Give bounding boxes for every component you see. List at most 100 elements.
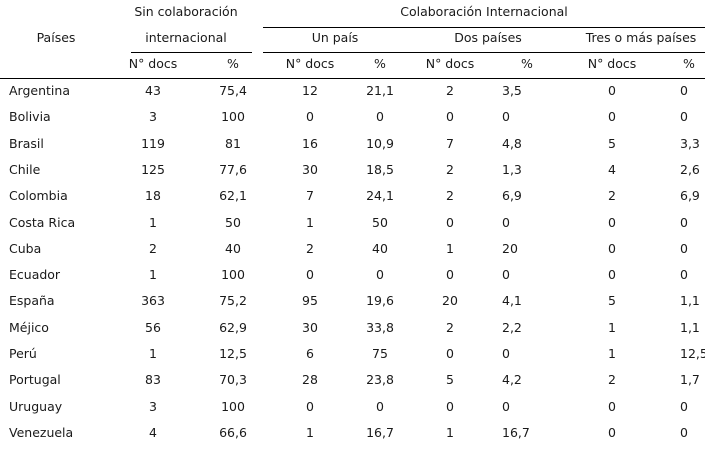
cell-value: 5 <box>446 372 454 388</box>
cell-country: Portugal <box>9 372 61 388</box>
cell-value: 3,5 <box>502 83 522 98</box>
cell-value: 1,1 <box>680 293 700 309</box>
cell-value: 2 <box>446 83 454 98</box>
cell-value: 12,5 <box>219 346 247 361</box>
cell-value: 75 <box>372 346 388 361</box>
cell-value: 10,9 <box>366 135 394 151</box>
cell-value: 0 <box>502 398 510 414</box>
cell-value: 0 <box>608 267 616 283</box>
cell-value: 0 <box>680 214 688 230</box>
cell-country: Chile <box>9 161 41 177</box>
cell-value: 3 <box>149 109 157 125</box>
cell-country: Méjico <box>9 319 49 335</box>
cell-value: 2,2 <box>502 319 522 335</box>
cell-value: 4,1 <box>502 293 522 309</box>
cell-value: 0 <box>502 109 510 125</box>
cell-value: 2 <box>149 240 157 256</box>
cell-value: 12,5 <box>680 346 705 361</box>
cell-value: 33,8 <box>366 319 394 335</box>
cell-value: 77,6 <box>219 161 247 177</box>
cell-value: 100 <box>221 398 245 414</box>
cell-value: 0 <box>608 83 616 98</box>
cell-value: 50 <box>372 214 388 230</box>
cell-value: 0 <box>608 424 616 440</box>
cell-value: 2,6 <box>680 161 700 177</box>
cell-value: 1 <box>446 240 454 256</box>
cell-value: 16,7 <box>366 424 394 440</box>
cell-value: 20 <box>442 293 458 309</box>
cell-value: 0 <box>376 267 384 283</box>
cell-value: 0 <box>502 346 510 361</box>
cell-value: 1,3 <box>502 161 522 177</box>
cell-value: 2 <box>446 319 454 335</box>
cell-country: Ecuador <box>9 267 61 283</box>
header-ndocs-un: N° docs <box>285 56 335 71</box>
cell-value: 0 <box>446 109 454 125</box>
header-rule-sin-colaboracion <box>131 52 252 53</box>
cell-value: 0 <box>680 398 688 414</box>
cell-value: 95 <box>302 293 318 309</box>
header-pct-un: % <box>374 56 386 71</box>
cell-value: 43 <box>145 83 161 98</box>
cell-value: 1 <box>608 319 616 335</box>
cell-value: 1 <box>446 424 454 440</box>
cell-value: 2 <box>608 372 616 388</box>
cell-value: 2 <box>306 240 314 256</box>
cell-value: 66,6 <box>219 424 247 440</box>
cell-value: 100 <box>221 109 245 125</box>
header-colaboracion-internacional: Colaboración Internacional <box>400 4 568 19</box>
cell-value: 6 <box>306 346 314 361</box>
cell-value: 363 <box>141 293 165 309</box>
cell-value: 0 <box>306 109 314 125</box>
cell-value: 19,6 <box>366 293 394 309</box>
cell-value: 28 <box>302 372 318 388</box>
cell-value: 23,8 <box>366 372 394 388</box>
cell-value: 4 <box>608 161 616 177</box>
header-dos-paises: Dos países <box>454 30 522 45</box>
cell-value: 100 <box>221 267 245 283</box>
header-sin-colaboracion-line2: internacional <box>145 30 227 45</box>
header-un-pais: Un país <box>311 30 359 45</box>
cell-value: 70,3 <box>219 372 247 388</box>
cell-value: 16 <box>302 135 318 151</box>
cell-value: 0 <box>306 398 314 414</box>
cell-value: 4,8 <box>502 135 522 151</box>
header-paises: Países <box>36 30 76 45</box>
cell-value: 6,9 <box>680 188 700 204</box>
cell-value: 0 <box>446 398 454 414</box>
cell-value: 62,1 <box>219 188 247 204</box>
cell-value: 50 <box>225 214 241 230</box>
cell-country: Bolivia <box>9 109 51 125</box>
cell-value: 0 <box>680 424 688 440</box>
cell-value: 0 <box>608 240 616 256</box>
cell-country: Uruguay <box>9 398 63 414</box>
cell-value: 2 <box>446 188 454 204</box>
cell-country: España <box>9 293 55 309</box>
header-pct-sin: % <box>227 56 239 71</box>
header-ndocs-sin: N° docs <box>128 56 178 71</box>
cell-value: 0 <box>376 398 384 414</box>
cell-value: 0 <box>680 240 688 256</box>
cell-country: Argentina <box>9 83 70 98</box>
cell-country: Perú <box>9 346 37 361</box>
header-ndocs-tres: N° docs <box>587 56 637 71</box>
cell-value: 125 <box>141 161 165 177</box>
cell-value: 0 <box>680 83 688 98</box>
cell-value: 0 <box>446 346 454 361</box>
cell-value: 5 <box>608 293 616 309</box>
cell-value: 4,2 <box>502 372 522 388</box>
cell-value: 6,9 <box>502 188 522 204</box>
cell-value: 1,7 <box>680 372 700 388</box>
cell-value: 3 <box>149 398 157 414</box>
cell-country: Brasil <box>9 135 44 151</box>
cell-country: Colombia <box>9 188 68 204</box>
cell-value: 0 <box>608 109 616 125</box>
header-rule-colaboracion <box>263 27 705 28</box>
cell-value: 0 <box>502 214 510 230</box>
cell-value: 0 <box>680 267 688 283</box>
header-sin-colaboracion-line1: Sin colaboración <box>134 4 238 19</box>
cell-value: 24,1 <box>366 188 394 204</box>
cell-country: Venezuela <box>9 424 74 440</box>
cell-value: 21,1 <box>366 83 394 98</box>
cell-value: 40 <box>225 240 241 256</box>
